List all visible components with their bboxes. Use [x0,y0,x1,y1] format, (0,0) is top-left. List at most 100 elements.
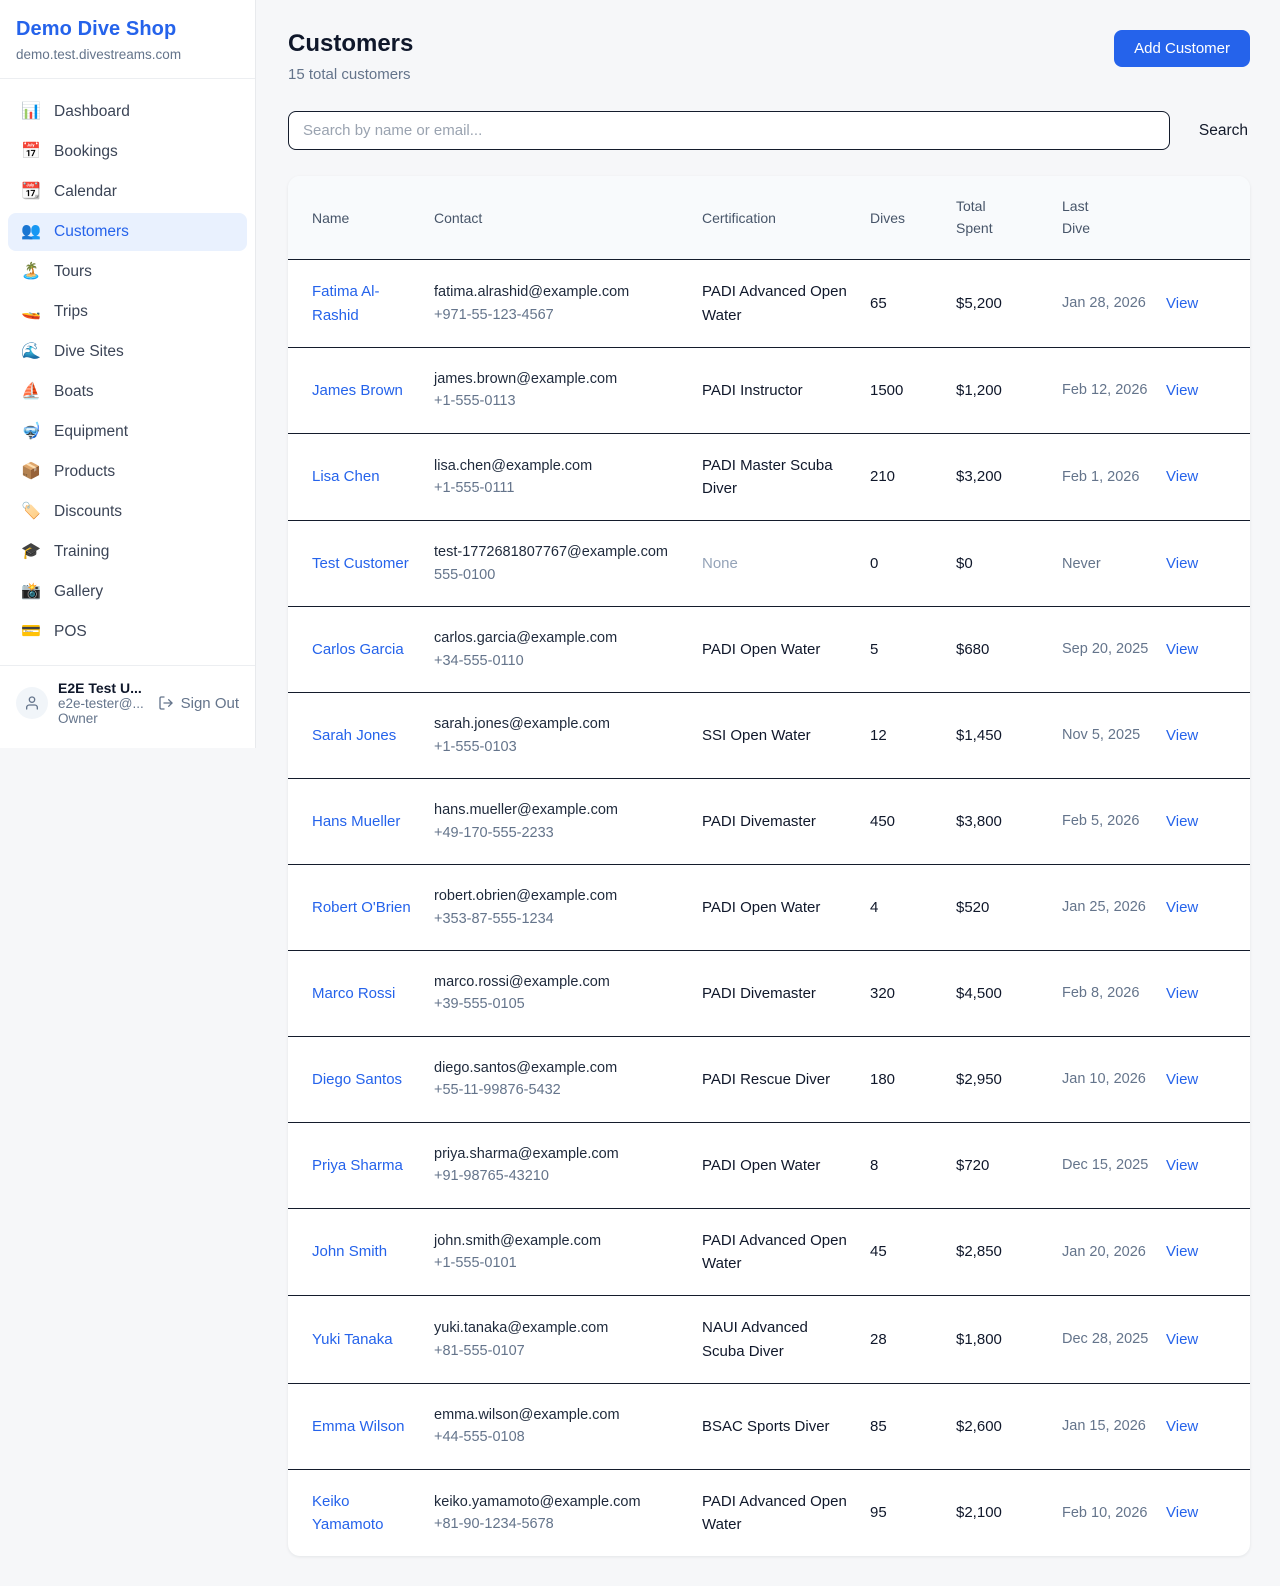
view-customer-link[interactable]: View [1166,898,1199,916]
sidebar-item-trips[interactable]: 🚤 Trips [8,293,247,331]
customer-name-link[interactable]: Marco Rossi [312,984,396,1002]
customer-certification: BSAC Sports Diver [702,1417,830,1435]
view-customer-link[interactable]: View [1166,1330,1199,1348]
customer-name-link[interactable]: Hans Mueller [312,812,401,830]
last-dive-cell: Nov 5, 2025 [1062,692,1166,780]
name-cell: Priya Sharma [288,1122,434,1209]
sidebar-item-label: Trips [54,303,88,320]
view-customer-link[interactable]: View [1166,1504,1199,1522]
customer-name-link[interactable]: John Smith [312,1243,388,1261]
sidebar-item-label: Calendar [54,183,117,200]
view-customer-link[interactable]: View [1166,1070,1199,1088]
sidebar-item-pos[interactable]: 💳 POS [8,613,247,651]
dives-cell: 95 [870,1504,887,1522]
dives-cell: 65 [870,259,956,348]
total-spent-cell: $680 [956,606,1062,694]
name-cell: Diego Santos [288,1036,434,1123]
sidebar-item-training[interactable]: 🎓 Training [8,533,247,571]
sidebar: Demo Dive Shop demo.test.divestreams.com… [0,0,256,748]
person-icon [26,696,38,710]
customer-name-link[interactable]: Robert O'Brien [312,898,411,916]
last-dive-cell: Feb 1, 2026 [1062,433,1166,522]
sidebar-item-equipment[interactable]: 🤿 Equipment [8,413,247,451]
customer-name-link[interactable]: Keiko Yamamoto [312,1492,384,1533]
sidebar-item-calendar[interactable]: 📆 Calendar [8,173,247,211]
dives-cell: 12 [870,692,956,780]
page-header-text: Customers 15 total customers [288,30,413,83]
sidebar-item-gallery[interactable]: 📸 Gallery [8,573,247,611]
contact-cell: diego.santos@example.com +55-11-99876-543… [434,1036,702,1123]
sidebar-item-boats[interactable]: ⛵ Boats [8,373,247,411]
shop-name: Demo Dive Shop [16,18,177,40]
view-customer-link[interactable]: View [1166,727,1199,745]
last-dive-cell: Jan 10, 2026 [1062,1036,1166,1123]
contact-cell: test-1772681807767@example.com 555-0100 [434,520,702,608]
view-customer-link[interactable]: View [1166,381,1199,399]
sign-out-button[interactable]: Sign Out [158,695,239,712]
customer-certification: PADI Open Water [702,898,821,916]
customer-name-link[interactable]: Priya Sharma [312,1156,403,1174]
sidebar-item-discounts[interactable]: 🏷️ Discounts [8,493,247,531]
total-spent-cell: $2,850 [956,1208,1062,1297]
certification-cell: NAUI Advanced Scuba Diver [702,1295,870,1384]
col-header-name: Name [288,176,434,261]
total-spent-cell: $0 [956,520,1062,608]
name-cell: Fatima Al-Rashid [288,259,434,348]
sidebar-item-label: POS [54,623,87,640]
certification-cell: PADI Advanced Open Water [702,1208,870,1297]
view-customer-link[interactable]: View [1166,1243,1199,1261]
customer-name-link[interactable]: Yuki Tanaka [312,1330,393,1348]
customer-phone: +1-555-0103 [434,738,517,755]
search-input[interactable] [288,111,1170,150]
customer-name-link[interactable]: Diego Santos [312,1070,403,1088]
user-role: Owner [58,711,98,726]
view-customer-link[interactable]: View [1166,555,1199,573]
page-header: Customers 15 total customers Add Custome… [288,30,1250,83]
view-customer-link[interactable]: View [1166,812,1199,830]
table-row: Test Customer test-1772681807767@example.… [288,520,1250,608]
view-customer-link[interactable]: View [1166,984,1199,1002]
view-customer-link[interactable]: View [1166,295,1199,312]
name-cell: Lisa Chen [288,433,434,522]
customer-certification: PADI Advanced Open Water [702,1231,847,1273]
sidebar-item-tours[interactable]: 🏝️ Tours [8,253,247,291]
name-cell: Test Customer [288,520,434,608]
name-cell: Keiko Yamamoto [288,1469,434,1556]
page-title: Customers [288,30,414,57]
sidebar-item-customers[interactable]: 👥 Customers [8,213,247,251]
customer-name-link[interactable]: Emma Wilson [312,1417,405,1435]
customer-name-link[interactable]: Lisa Chen [312,468,380,486]
add-customer-button[interactable]: Add Customer [1114,30,1250,67]
customer-certification: PADI Open Water [702,1156,821,1174]
customer-name-link[interactable]: Fatima Al-Rashid [312,283,380,324]
total-spent-cell: $720 [956,1122,1062,1209]
sidebar-item-bookings[interactable]: 📅 Bookings [8,133,247,171]
customer-name-link[interactable]: Sarah Jones [312,727,397,745]
certification-cell: None [702,520,870,608]
view-customer-link[interactable]: View [1166,641,1199,659]
sidebar-item-dashboard[interactable]: 📊 Dashboard [8,93,247,131]
contact-cell: keiko.yamamoto@example.com +81-90-1234-56… [434,1469,702,1556]
actions-cell: View [1166,778,1250,866]
sidebar-item-dive-sites[interactable]: 🌊 Dive Sites [8,333,247,371]
sidebar-item-products[interactable]: 📦 Products [8,453,247,491]
view-customer-link[interactable]: View [1166,1417,1199,1435]
last-dive-cell: Jan 25, 2026 [1062,864,1166,951]
customer-phone: +49-170-555-2233 [434,824,554,841]
search-button[interactable]: Search [1197,118,1250,144]
customer-email: emma.wilson@example.com [434,1406,620,1423]
calendar-date-icon: 📅 [21,143,41,160]
view-customer-link[interactable]: View [1166,1156,1199,1174]
customer-name-link[interactable]: Carlos Garcia [312,641,404,659]
contact-cell: fatima.alrashid@example.com +971-55-123-4… [434,259,702,348]
last-dive-cell: Feb 8, 2026 [1062,950,1166,1037]
total-spent-cell: $1,450 [956,692,1062,780]
customer-name-link[interactable]: Test Customer [312,555,409,573]
table-row: Fatima Al-Rashid fatima.alrashid@example.… [288,259,1250,348]
customer-certification: PADI Divemaster [702,984,816,1002]
total-spent-cell: $4,500 [956,950,1062,1037]
dives-cell: 45 [870,1208,956,1297]
sidebar-item-label: Gallery [54,583,104,600]
customer-name-link[interactable]: James Brown [312,381,403,399]
view-customer-link[interactable]: View [1166,468,1199,486]
